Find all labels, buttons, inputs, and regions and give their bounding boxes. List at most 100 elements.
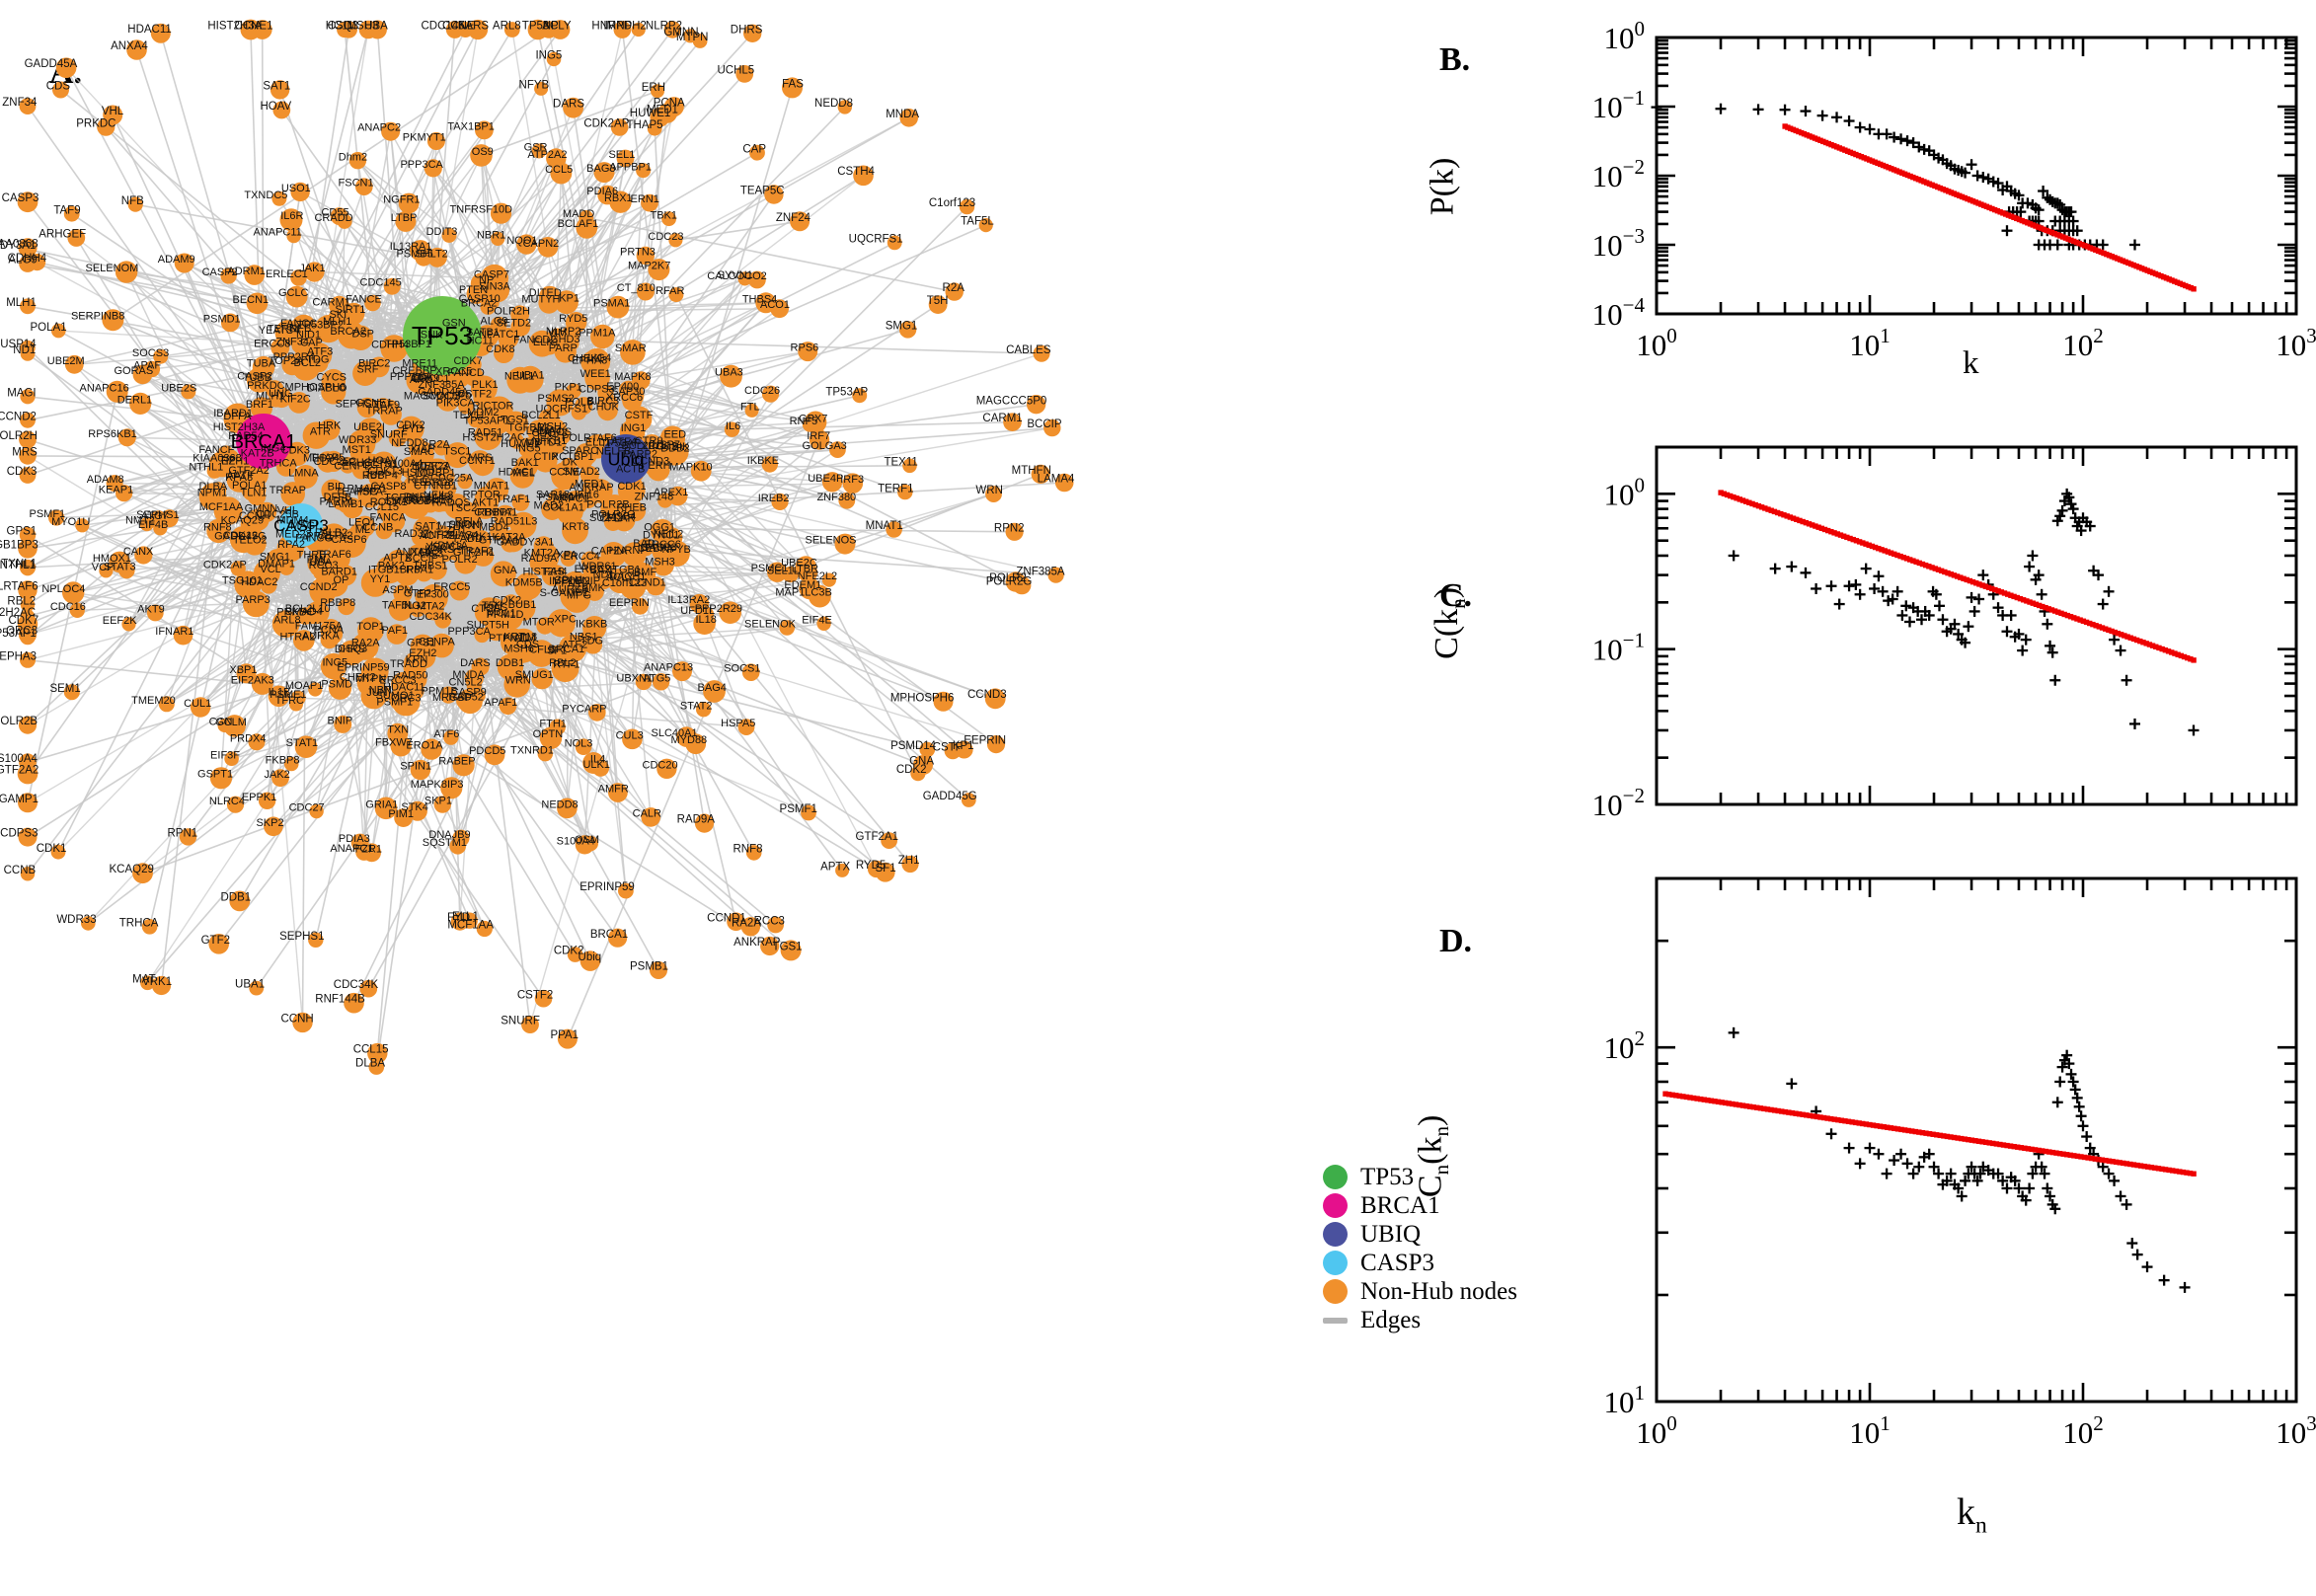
network-node-label: BECN1: [233, 294, 270, 306]
x-tick-label: 102: [2062, 324, 2104, 362]
network-node-label: FANCD: [448, 367, 485, 379]
network-node-label: ANXA4: [111, 40, 148, 52]
network-node-label: RPA2: [277, 539, 305, 551]
network-node-label: RAD51: [468, 426, 502, 438]
network-node-label: BARD1: [321, 566, 357, 577]
network-node-label: POLA1: [31, 322, 67, 334]
network-node-label: TBK1: [650, 209, 677, 221]
network-node-label: DFFB: [324, 492, 352, 503]
network-node-label: ANAPC11: [253, 227, 301, 239]
network-node-label: IL6: [726, 420, 740, 432]
network-node-label: EED: [663, 429, 686, 441]
network-node-label: GRIA1: [365, 798, 398, 810]
network-node-label: NEIL1: [504, 371, 535, 383]
network-node-label: PLK1: [472, 379, 499, 391]
plot-frame: [1657, 447, 2296, 804]
network-node-label: PTEN: [459, 284, 488, 296]
network-node-label: GTF2A1: [856, 831, 898, 843]
network-node-label: ERCC5: [433, 581, 470, 593]
network-node-label: CDK8: [486, 343, 514, 355]
network-node-label: APAF: [133, 360, 161, 372]
x-tick-label: 101: [1849, 324, 1891, 362]
network-node-label: LMNA: [288, 467, 319, 479]
network-node-label: ARL8: [493, 21, 521, 33]
network-node-label: SEM1: [49, 683, 80, 695]
network-node-label: T5H: [927, 295, 949, 307]
network-node-label: JAK2: [265, 769, 290, 781]
network-node-label: CCND2: [0, 411, 37, 422]
panel-b-xlabel-text: k: [1963, 345, 1979, 382]
network-node-label: CASP7: [474, 268, 509, 280]
network-node-label: KDM5B: [505, 576, 543, 588]
network-node-label: TEX11: [884, 457, 917, 469]
network-node-label: TERF1: [878, 483, 913, 494]
network-node-label: CABLES: [1006, 344, 1051, 356]
network-node-label: EEF2K: [103, 615, 138, 627]
x-tick-label: 103: [2276, 1411, 2316, 1450]
network-node-label: C1orf123: [929, 197, 975, 209]
network-node-label: DMAP1: [258, 559, 295, 570]
network-node-label: ING5: [323, 656, 348, 668]
network-node-label: KRT8: [562, 521, 589, 533]
network-node-label: PPM1B: [422, 686, 458, 698]
network-node-label: SMAC: [404, 446, 435, 458]
legend-swatch-brca1: [1323, 1193, 1348, 1218]
network-node-label: MLH1: [6, 297, 37, 309]
network-node-label: MADD: [563, 208, 594, 220]
network-node-label: CDK2AP: [203, 560, 247, 571]
network-node-label: PPP3CA: [447, 626, 491, 638]
network-node-label: CDC20: [643, 759, 678, 771]
network-node-label: ND1: [13, 344, 36, 356]
legend-label-casp3: CASP3: [1360, 1250, 1434, 1277]
network-node-label: MAPK10: [669, 462, 712, 474]
network-node-label: EPHA3: [0, 650, 37, 662]
network-node-label: CARM1: [982, 413, 1022, 424]
network-node-label: CCL15: [353, 1044, 389, 1056]
network-node-label: HDAC11: [127, 24, 172, 36]
network-node-label: PSMD14: [890, 740, 937, 752]
network-node-label: TAF5L: [961, 216, 994, 228]
network-node-label: UFD1L: [680, 605, 715, 617]
network-node-label: FTH1: [539, 718, 567, 729]
network-node-label: S100A4: [557, 835, 595, 847]
network-node-label: BCL2L10: [285, 603, 331, 615]
network-node-label: GSR: [524, 142, 548, 154]
network-node-label: KAT2A: [492, 531, 526, 543]
network-node-label: TRAF1: [496, 494, 530, 505]
network-node-label: SMAR: [615, 342, 647, 354]
network-node-label: SKP2: [256, 817, 283, 829]
network-node-label: GCLM: [215, 717, 247, 728]
network-node-label: MRE11: [402, 357, 437, 369]
network-node-label: RPN1: [168, 828, 198, 840]
network-node-label: VRK1: [142, 976, 172, 988]
network-node-label: UBA3: [715, 367, 743, 379]
network-node-label: BRF1: [246, 399, 273, 411]
network-node-label: CUL3: [616, 729, 644, 741]
network-node-label: ING1: [621, 422, 647, 434]
network-node-label: IL4: [590, 754, 605, 766]
network-node-label: APEX1: [654, 487, 688, 498]
network-node-label: THBS1: [413, 561, 447, 572]
x-tick-label: 100: [1636, 1411, 1677, 1450]
legend-swatch-nonhub: [1323, 1279, 1348, 1304]
network-node-label: PPP2CA: [390, 371, 433, 383]
network-node-label: PRKDC: [76, 117, 116, 129]
network-node-label: HSPA5: [721, 718, 755, 729]
network-node-label: ITGB1BP3: [0, 539, 39, 551]
network-node-label: HRK: [318, 420, 342, 432]
network-node-label: HOAV: [260, 101, 291, 113]
network-node-label: SOCS3: [132, 347, 169, 359]
network-node-label: SLC40A1: [652, 727, 698, 739]
network-node-label: SELENOS: [806, 535, 857, 547]
network-node-label: CDK12: [223, 530, 258, 542]
network-node-label: HMOX1: [93, 553, 131, 565]
network-node-label: POLR2B: [0, 716, 38, 727]
network-node-label: UBE4P: [808, 473, 843, 485]
network-node-label: SOCS1: [724, 663, 760, 675]
network-node-label: TMEM20: [131, 695, 176, 707]
network-node-label: SEL1: [608, 149, 635, 161]
network-node-label: MAGI: [7, 388, 36, 400]
